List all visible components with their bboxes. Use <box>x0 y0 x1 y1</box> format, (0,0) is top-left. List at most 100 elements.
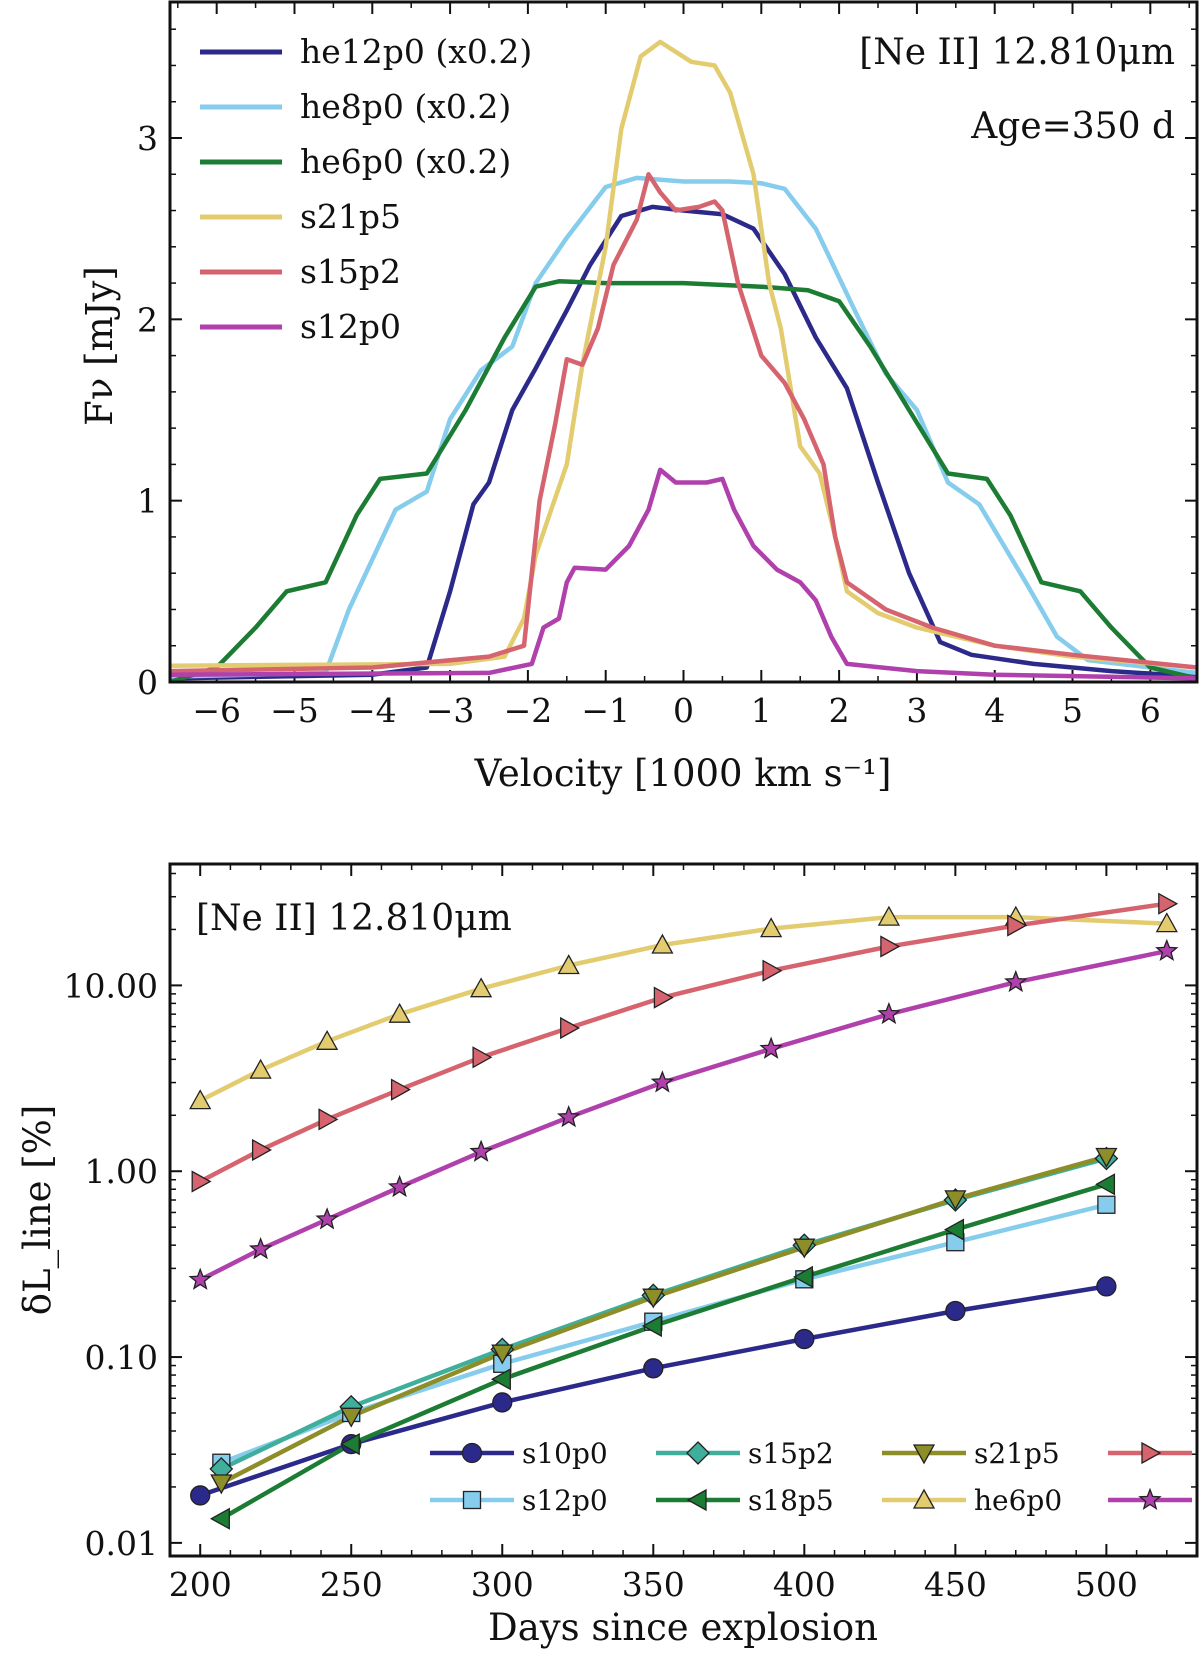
top-y-tick-label: 2 <box>137 300 158 339</box>
bottom-legend-label-s21p5: s21p5 <box>974 1437 1060 1470</box>
bottom-point-s18p5 <box>490 1368 511 1391</box>
bottom-x-tick-label: 350 <box>622 1565 685 1604</box>
top-x-tick-label: 5 <box>1062 691 1083 730</box>
top-x-tick-label: −5 <box>270 691 319 730</box>
bottom-point-he12p0 <box>759 1036 783 1059</box>
bottom-x-tick-label: 500 <box>1075 1565 1138 1604</box>
top-x-tick-label: −4 <box>348 691 397 730</box>
bottom-point-he8p0 <box>472 1046 493 1069</box>
top-x-tick-label: 1 <box>751 691 772 730</box>
top-series-line-s15p2 <box>170 172 1197 674</box>
bottom-legend: s10p0s12p0s15p2s18p5s21p5he6p0he8p0he12p… <box>430 1437 1192 1517</box>
bottom-legend-marker-s15p2 <box>686 1441 710 1465</box>
bottom-point-s18p5 <box>209 1507 230 1530</box>
bottom-y-tick-label: 10.00 <box>64 966 158 1005</box>
bottom-legend-marker-he6p0 <box>912 1488 936 1509</box>
bottom-legend-marker-s18p5 <box>686 1488 707 1512</box>
bottom-point-he8p0 <box>762 959 783 982</box>
bottom-y-tick-labels: 0.01 0.10 1.00 10.00 <box>64 966 158 1562</box>
bottom-point-s21p5 <box>210 1474 233 1495</box>
bottom-point-s21p5 <box>944 1190 967 1211</box>
bottom-legend-label-s15p2: s15p2 <box>748 1437 834 1470</box>
bottom-point-s10p0 <box>492 1392 513 1413</box>
bottom-point-he8p0 <box>251 1138 272 1162</box>
bottom-point-he8p0 <box>318 1108 339 1131</box>
bottom-legend-marker-he8p0 <box>1141 1441 1162 1465</box>
top-series-line-he6p0-x0-2 <box>170 279 1197 682</box>
top-x-tick-label: −2 <box>504 691 553 730</box>
bottom-series-line-he8p0 <box>199 901 1168 1184</box>
top-x-tick-label: 6 <box>1140 691 1161 730</box>
bottom-point-s21p5 <box>491 1344 514 1365</box>
bottom-point-he12p0 <box>1004 969 1028 993</box>
bottom-legend-marker-s10p0 <box>461 1442 483 1464</box>
bottom-x-axis-label: Days since explosion <box>488 1606 878 1649</box>
top-x-tick-label: −1 <box>581 691 630 730</box>
bottom-point-he12p0 <box>1155 938 1179 962</box>
top-x-axis-label: Velocity [1000 km s⁻¹] <box>474 752 892 795</box>
bottom-legend-label-s18p5: s18p5 <box>748 1484 834 1517</box>
top-series-line-s21p5 <box>170 39 1197 670</box>
top-y-tick-label: 1 <box>137 482 158 521</box>
bottom-legend-label-s12p0: s12p0 <box>522 1484 608 1517</box>
bottom-x-tick-labels: 200 250 300 350 400 450 500 <box>169 1565 1138 1604</box>
top-legend-label-s12p0: s12p0 <box>300 307 401 346</box>
bottom-series-group <box>188 892 1179 1530</box>
bottom-y-tick-label: 0.10 <box>85 1338 158 1377</box>
top-y-tick-label: 3 <box>137 119 158 158</box>
top-legend-label-he12p0-x0-2: he12p0 (x0.2) <box>300 32 532 71</box>
bottom-point-s18p5 <box>944 1218 965 1241</box>
top-legend-label-he8p0-x0-2: he8p0 (x0.2) <box>300 87 511 126</box>
bottom-y-tick-label: 1.00 <box>85 1152 158 1191</box>
top-x-tick-label: 2 <box>829 691 850 730</box>
bottom-legend-label-he6p0: he6p0 <box>974 1484 1062 1517</box>
bottom-point-s21p5 <box>1095 1147 1118 1168</box>
top-x-tick-labels: −6 −5 −4 −3 −2 −1 0 1 2 3 4 5 6 <box>192 691 1160 730</box>
bottom-legend-label-s10p0: s10p0 <box>522 1437 608 1470</box>
bottom-point-he6p0 <box>651 933 674 954</box>
top-line-annotation: [Ne II] 12.810μm <box>859 32 1175 73</box>
bottom-point-s21p5 <box>793 1238 816 1259</box>
top-x-tick-label: −3 <box>426 691 475 730</box>
bottom-point-he8p0 <box>880 935 901 958</box>
bottom-point-s18p5 <box>339 1432 360 1456</box>
bottom-point-he6p0 <box>759 917 783 938</box>
bottom-point-he6p0 <box>189 1089 212 1110</box>
bottom-series-line-he12p0 <box>199 948 1168 1282</box>
top-x-tick-label: 3 <box>906 691 927 730</box>
bottom-point-he8p0 <box>1158 892 1179 915</box>
bottom-point-he12p0 <box>556 1104 581 1128</box>
bottom-point-he8p0 <box>191 1170 212 1193</box>
top-y-tick-labels: 0 1 2 3 <box>137 119 158 702</box>
bottom-point-he8p0 <box>390 1078 411 1101</box>
top-series-line-s12p0 <box>170 467 1197 681</box>
bottom-point-he6p0 <box>388 1002 411 1023</box>
bottom-point-he12p0 <box>387 1174 412 1198</box>
bottom-point-he6p0 <box>1155 912 1178 933</box>
bottom-point-he6p0 <box>469 977 493 998</box>
bottom-y-tick-label: 0.01 <box>85 1524 158 1563</box>
top-legend-label-he6p0-x0-2: he6p0 (x0.2) <box>300 142 511 181</box>
bottom-x-tick-label: 300 <box>471 1565 534 1604</box>
top-age-annotation: Age=350 d <box>970 106 1175 147</box>
bottom-point-he8p0 <box>653 986 674 1009</box>
bottom-legend-marker-s21p5 <box>912 1444 936 1465</box>
bottom-point-he6p0 <box>315 1029 339 1050</box>
bottom-point-he12p0 <box>188 1267 212 1290</box>
bottom-plot-frame <box>168 862 1199 1558</box>
bottom-legend-marker-s12p0 <box>462 1490 482 1510</box>
bottom-point-he6p0 <box>249 1058 272 1079</box>
bottom-point-s18p5 <box>792 1265 813 1289</box>
bottom-x-tick-label: 450 <box>924 1565 987 1604</box>
top-series-group <box>170 39 1197 682</box>
bottom-point-s10p0 <box>643 1358 664 1379</box>
bottom-point-s18p5 <box>1095 1173 1116 1196</box>
bottom-point-he12p0 <box>248 1236 273 1260</box>
bottom-y-axis-label: δL_line [%] <box>16 1105 60 1316</box>
top-legend: he12p0 (x0.2) he8p0 (x0.2) he6p0 (x0.2) s21… <box>200 32 532 346</box>
bottom-point-s10p0 <box>1096 1276 1117 1297</box>
bottom-point-he12p0 <box>650 1070 675 1093</box>
bottom-point-he6p0 <box>877 905 901 926</box>
top-y-axis-label: Fν [mJy] <box>78 266 121 426</box>
bottom-point-s12p0 <box>1097 1195 1116 1214</box>
